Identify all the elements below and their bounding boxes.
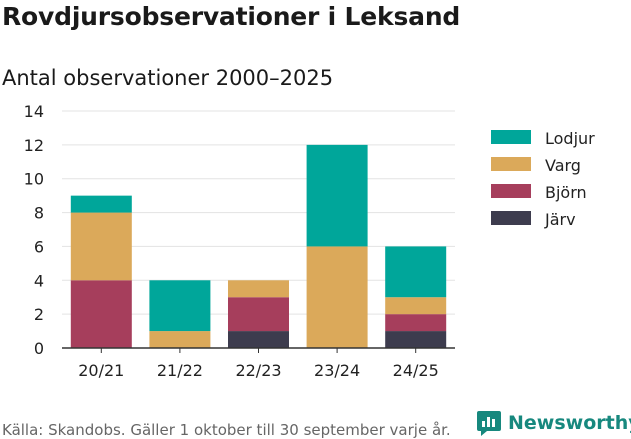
y-tick-label: 8	[34, 204, 44, 223]
legend-label-varg: Varg	[545, 156, 581, 175]
bar-varg-22-23	[228, 280, 289, 298]
y-tick-label: 2	[34, 305, 44, 324]
stacked-bar-chart: 0 2 4 6 8 10 12 14 20/21 21/22 22/23 23/24 24/25 Lod…	[24, 102, 596, 380]
chart-title: Rovdjursobservationer i Leksand	[2, 2, 461, 31]
brand-logo: Newsworthy	[476, 409, 631, 437]
legend-label-järv: Järv	[544, 210, 576, 229]
bar-varg-24-25	[385, 297, 447, 315]
brand-name: Newsworthy	[508, 412, 631, 434]
x-tick-label: 21/22	[157, 361, 203, 380]
bar-lodjur-24-25	[385, 246, 447, 298]
bar-järv-22-23	[228, 331, 289, 348]
x-tick-label: 23/24	[314, 361, 360, 380]
bar-björn-24-25	[385, 314, 447, 332]
y-tick-label: 10	[24, 170, 44, 189]
bar-björn-20-21	[70, 280, 132, 348]
source-note: Källa: Skandobs. Gäller 1 oktober till 3…	[2, 421, 451, 439]
chart-subtitle: Antal observationer 2000–2025	[2, 66, 334, 90]
bar-varg-21-22	[149, 331, 211, 348]
legend-swatch-järv	[491, 211, 531, 225]
y-tick-label: 14	[24, 102, 44, 121]
bar-lodjur-20-21	[70, 195, 132, 213]
bar-lodjur-23-24	[306, 144, 368, 247]
legend-label-björn: Björn	[545, 183, 587, 202]
bar-varg-20-21	[70, 212, 132, 281]
bar-lodjur-21-22	[149, 280, 211, 332]
bar-varg-23-24	[306, 246, 368, 348]
y-tick-label: 6	[34, 237, 44, 256]
legend-label-lodjur: Lodjur	[545, 129, 595, 148]
y-tick-label: 12	[24, 136, 44, 155]
x-tick-label: 22/23	[235, 361, 281, 380]
legend: Lodjur Varg Björn Järv	[491, 129, 595, 229]
y-tick-label: 0	[34, 339, 44, 358]
x-tick-label: 24/25	[393, 361, 439, 380]
legend-swatch-lodjur	[491, 130, 531, 144]
bar-björn-22-23	[228, 297, 289, 332]
newsworthy-logo-icon	[477, 411, 501, 436]
bar-järv-24-25	[385, 331, 447, 348]
bars	[70, 144, 447, 348]
legend-swatch-varg	[491, 157, 531, 171]
y-tick-label: 4	[34, 271, 44, 290]
x-tick-label: 20/21	[78, 361, 124, 380]
legend-swatch-björn	[491, 184, 531, 198]
axes: 0 2 4 6 8 10 12 14 20/21 21/22 22/23 23/24 24/25	[24, 102, 455, 380]
